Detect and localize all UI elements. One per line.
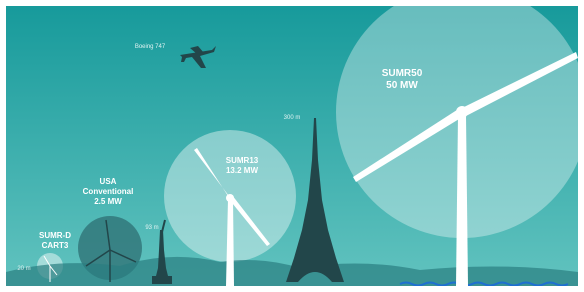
sumr50-power: 50 MW — [386, 80, 418, 91]
eiffel-height: 300 m — [284, 115, 301, 121]
plane-label: Boeing 747 — [135, 44, 166, 50]
sumr50-name: SUMR50 — [382, 68, 423, 79]
usa-line2: Conventional — [83, 187, 134, 196]
usa-power: 2.5 MW — [94, 197, 122, 206]
sumrd-name: SUMR-D — [39, 231, 71, 240]
infographic: Boeing 747 SUMR50 50 MW SUMR13 13.2 MW U… — [0, 0, 584, 292]
liberty-height: 93 m — [145, 225, 158, 231]
scene: Boeing 747 SUMR50 50 MW SUMR13 13.2 MW U… — [6, 0, 584, 286]
small-height: 20 m — [17, 266, 30, 272]
page: Boeing 747 SUMR50 50 MW SUMR13 13.2 MW U… — [0, 0, 584, 292]
sumrd-line2: CART3 — [42, 241, 69, 250]
sumr13-name: SUMR13 — [226, 156, 259, 165]
usa-line1: USA — [100, 177, 117, 186]
sumr13-power: 13.2 MW — [226, 166, 258, 175]
